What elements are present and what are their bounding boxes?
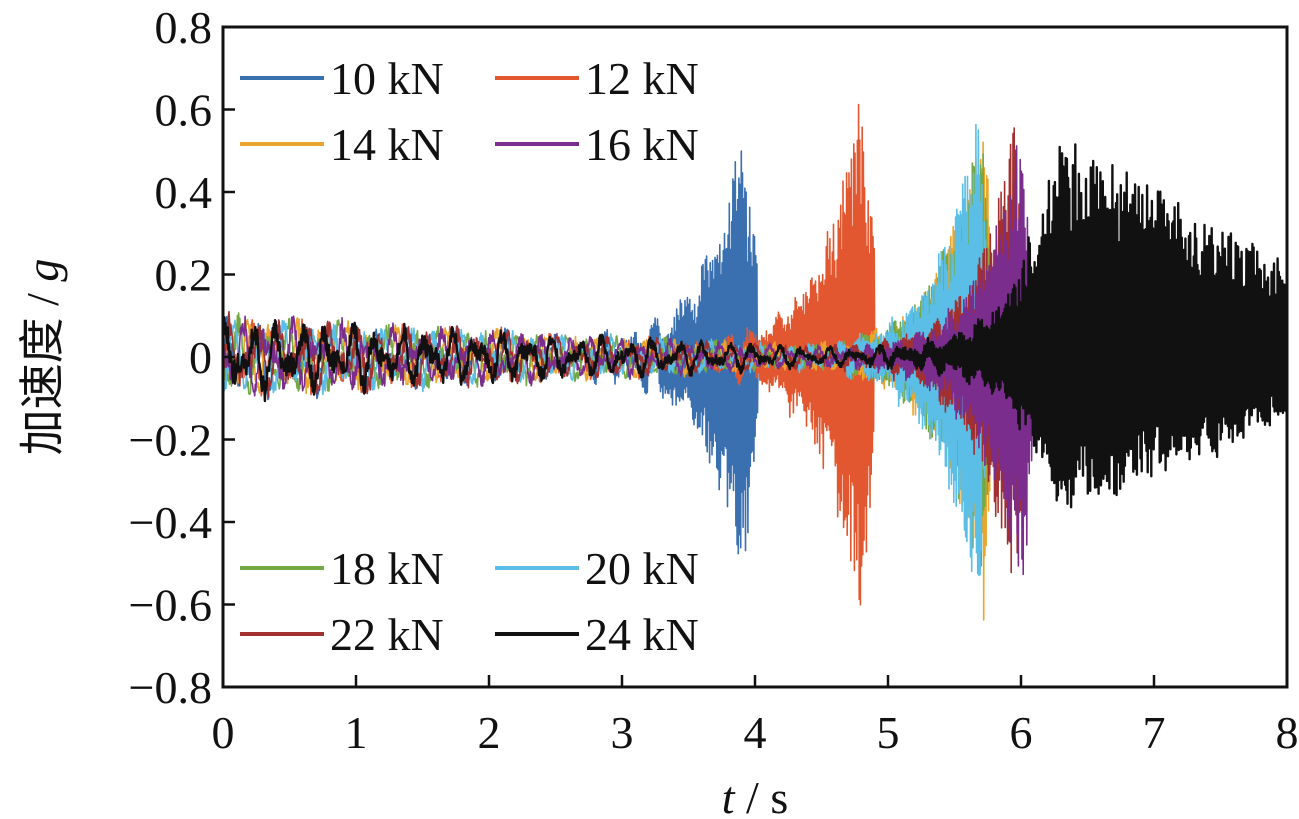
series-line <box>223 143 1287 509</box>
y-tick-label: −0.4 <box>129 497 212 548</box>
y-tick-label: 0.4 <box>155 167 213 218</box>
x-tick-label: 2 <box>478 707 501 758</box>
y-axis-title: 加速度 / g <box>15 259 69 456</box>
x-tick-label: 0 <box>212 707 235 758</box>
legend-label: 12 kN <box>585 53 699 104</box>
y-tick-label: 0 <box>189 332 212 383</box>
legend-item: 22 kN <box>240 609 444 660</box>
legend-item: 12 kN <box>495 53 699 104</box>
y-tick-label: 0.2 <box>155 250 213 301</box>
x-axis-title: t / s <box>722 772 788 819</box>
x-tick-label: 4 <box>744 707 767 758</box>
legend-label: 20 kN <box>585 543 699 594</box>
series-layer <box>223 103 1287 621</box>
x-tick-label: 3 <box>611 707 634 758</box>
legend-label: 24 kN <box>585 609 699 660</box>
ticks-layer: 0 1 2 3 4 5 6 7 8 0.8 0.6 0.4 0.2 0 −0.2 −0.4 −0.6 −0.8 <box>129 2 1299 758</box>
y-tick-label: −0.8 <box>129 662 212 713</box>
legend-item: 24 kN <box>495 609 699 660</box>
x-tick-label: 8 <box>1276 707 1299 758</box>
y-axis-quantity: 加速度 <box>15 317 69 455</box>
y-tick-label: −0.6 <box>129 580 212 631</box>
x-axis-separator: / <box>735 772 771 819</box>
x-tick-label: 1 <box>345 707 368 758</box>
legend-item: 10 kN <box>240 53 444 104</box>
y-tick-label: 0.6 <box>155 85 213 136</box>
x-tick-label: 7 <box>1143 707 1166 758</box>
y-tick-label: −0.2 <box>129 415 212 466</box>
legend-label: 16 kN <box>585 119 699 170</box>
legend-item: 18 kN <box>240 543 444 594</box>
legend-label: 14 kN <box>330 119 444 170</box>
x-axis-unit: s <box>770 772 788 819</box>
x-tick-label: 5 <box>877 707 900 758</box>
x-axis-variable: t <box>722 772 736 819</box>
legend-label: 22 kN <box>330 609 444 660</box>
legend-item: 16 kN <box>495 119 699 170</box>
y-axis-separator: / <box>17 282 68 318</box>
legend-item: 20 kN <box>495 543 699 594</box>
y-axis-unit: g <box>17 259 68 282</box>
legend-item: 14 kN <box>240 119 444 170</box>
legend-layer: 10 kN 12 kN 14 kN 16 kN 18 kN 20 kN 22 kN 24 kN <box>240 53 699 660</box>
x-tick-label: 6 <box>1010 707 1033 758</box>
y-tick-label: 0.8 <box>155 2 213 53</box>
legend-label: 18 kN <box>330 543 444 594</box>
legend-label: 10 kN <box>330 53 444 104</box>
